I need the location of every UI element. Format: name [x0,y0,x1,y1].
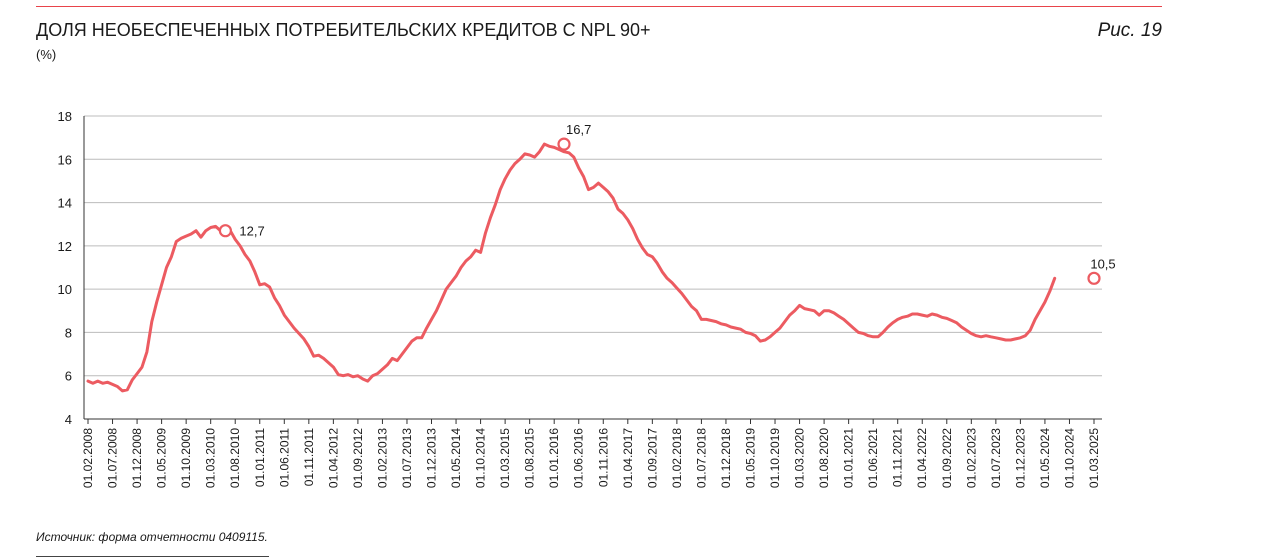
chart-title: ДОЛЯ НЕОБЕСПЕЧЕННЫХ ПОТРЕБИТЕЛЬСКИХ КРЕД… [36,20,651,40]
npl-series-line [86,142,1057,393]
x-tick-label: 01.10.2019 [768,428,782,488]
x-tick-label: 01.11.2016 [596,428,610,487]
x-tick-label: 01.01.2011 [253,428,267,487]
x-tick-label: 01.05.2014 [449,428,463,488]
x-tick-label: 01.10.2024 [1062,428,1076,488]
y-tick-label: 16 [58,152,72,167]
x-tick-label: 01.05.2024 [1038,428,1052,488]
npl-line-chart: 4 6 8 10 12 14 16 18 01.02.2008 01.07.2008 01.12.… [58,109,1116,488]
x-tick-label: 01.07.2018 [694,428,708,488]
x-tick-label: 01.07.2023 [989,428,1003,488]
y-tick-label: 6 [65,369,72,384]
x-tick-label: 01.03.2025 [1087,428,1101,488]
x-tick-label: 01.07.2013 [400,428,414,488]
x-tick-label: 01.06.2021 [866,428,880,488]
x-tick-label: 01.02.2018 [670,428,684,488]
x-tick-label: 01.08.2020 [817,428,831,488]
x-tick-label: 01.08.2015 [523,428,537,488]
x-tick-label: 01.03.2010 [204,428,218,488]
annotation-marker [218,224,233,238]
annotation-marker [557,137,571,151]
chart-unit: (%) [36,47,57,62]
x-tick-label: 01.12.2008 [130,428,144,488]
x-tick-label: 01.12.2018 [719,428,733,488]
annotation-marker [1087,271,1101,285]
x-tick-label: 01.09.2022 [940,428,954,488]
x-tick-label: 01.09.2012 [351,428,365,488]
annotation-label: 16,7 [566,122,591,137]
x-tick-label: 01.02.2008 [81,428,95,488]
x-tick-label: 01.01.2021 [842,428,856,488]
y-tick-label: 10 [58,282,72,297]
x-tick-label: 01.03.2015 [498,428,512,488]
annotation-label: 12,7 [239,224,264,239]
x-tick-label: 01.10.2009 [179,428,193,488]
annotations: 12,7 16,7 10,5 [218,122,1116,285]
x-tick-label: 01.04.2012 [326,428,340,488]
x-tick-label: 01.04.2017 [621,428,635,488]
y-tick-label: 18 [58,109,72,124]
x-tick-label: 01.09.2017 [645,428,659,488]
x-tick-label: 01.05.2009 [155,428,169,488]
x-tick-label: 01.01.2016 [547,428,561,488]
x-tick-label: 01.12.2023 [1013,428,1027,488]
y-tick-label: 12 [58,239,72,254]
annotation-label: 10,5 [1090,256,1115,271]
x-tick-label: 01.05.2019 [743,428,757,488]
y-axis-ticks: 4 6 8 10 12 14 16 18 [58,109,72,427]
y-tick-label: 4 [65,412,72,427]
bottom-rule [36,556,269,557]
x-tick-label: 01.04.2022 [915,428,929,488]
x-tick-label: 01.03.2020 [793,428,807,488]
x-tick-label: 01.08.2010 [228,428,242,488]
x-tick-label: 01.02.2013 [375,428,389,488]
x-tick-label: 01.11.2021 [891,428,905,487]
x-tick-label: 01.11.2011 [302,428,316,487]
top-accent-rule [36,6,1162,7]
y-tick-label: 14 [58,196,72,211]
figure-label: Рис. 19 [1097,20,1162,41]
x-tick-label: 01.07.2008 [106,428,120,488]
x-tick-label: 01.06.2011 [277,428,291,487]
x-tick-label: 01.02.2023 [964,428,978,488]
x-tick-label: 01.12.2013 [425,428,439,488]
grid-lines [84,115,1102,377]
y-tick-label: 8 [65,325,72,340]
x-tick-label: 01.10.2014 [474,428,488,488]
x-axis: 01.02.2008 01.07.2008 01.12.2008 01.05.2009… [81,116,1102,488]
source-note: Источник: форма отчетности 0409115. [36,530,268,544]
x-tick-label: 01.06.2016 [572,428,586,488]
